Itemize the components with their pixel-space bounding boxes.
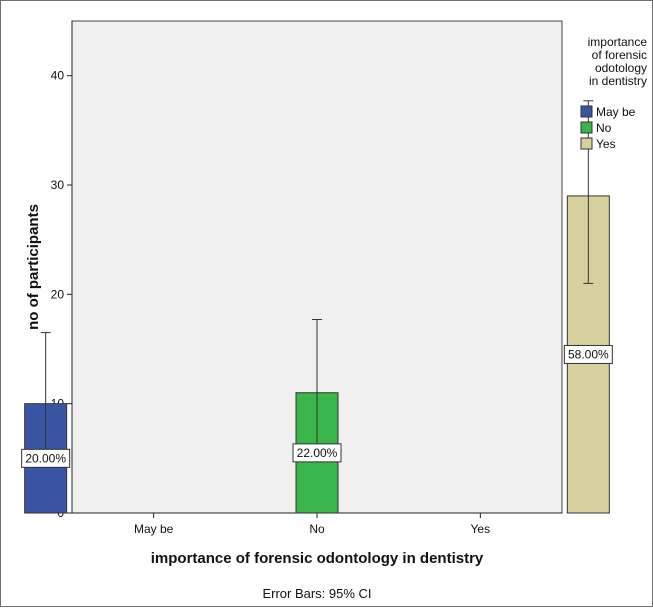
legend-title-line: in dentistry [589, 74, 647, 88]
error-bars-note: Error Bars: 95% CI [262, 586, 371, 601]
y-axis-title: no of participants [25, 204, 42, 330]
data-label: 58.00% [568, 347, 609, 361]
x-tick-label: May be [134, 522, 174, 536]
legend-items: May be No Yes [580, 105, 636, 151]
legend-swatch [580, 105, 593, 118]
data-label-box [563, 344, 613, 364]
legend-label: Yes [596, 137, 616, 151]
data-label-box [21, 448, 71, 468]
y-tick-label: 20 [51, 287, 65, 301]
legend-label: May be [596, 105, 636, 119]
legend-title-line: odotology [595, 61, 647, 75]
data-label-box [292, 443, 342, 463]
legend: importance of forensic odotology in dentist… [580, 35, 648, 151]
y-tick-label: 30 [51, 178, 65, 192]
y-tick-label: 40 [51, 69, 65, 83]
data-label: 22.00% [297, 446, 338, 460]
legend-title-line: of forensic [592, 48, 647, 62]
data-labels: 20.00% 22.00% 58.00% [21, 344, 613, 468]
legend-swatch [580, 137, 593, 150]
legend-label: No [596, 121, 612, 135]
x-axis-title: importance of forensic odontology in den… [151, 550, 484, 567]
legend-title-line: importance [588, 35, 648, 49]
legend-title: importance of forensic odotology in dentist… [588, 35, 648, 88]
x-tick-label: No [309, 522, 325, 536]
x-tick-label: Yes [471, 522, 491, 536]
legend-swatch [580, 121, 593, 134]
data-label: 20.00% [25, 451, 66, 465]
x-axis: May be No Yes [72, 512, 562, 536]
